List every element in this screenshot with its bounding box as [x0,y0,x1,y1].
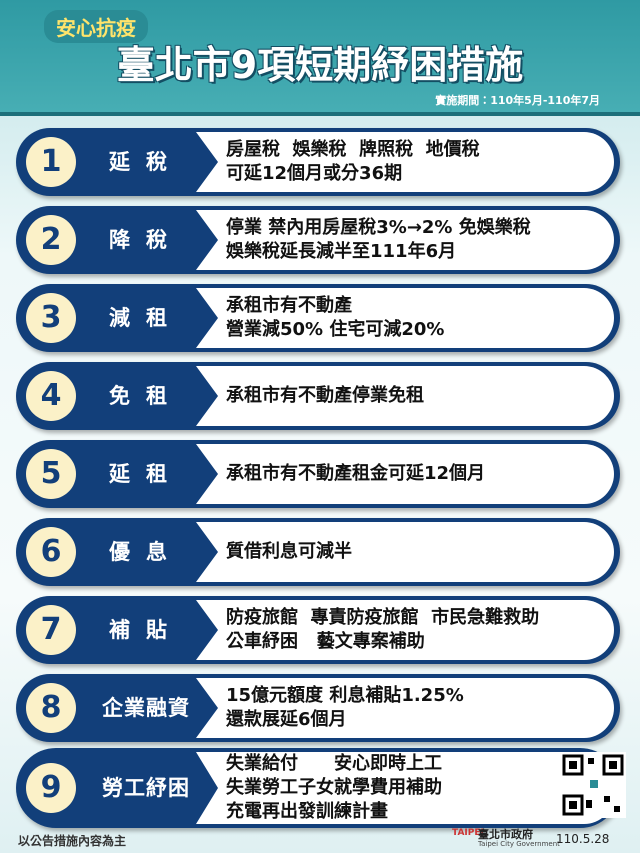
item-text: 公車紓困 藝文專案補助 [226,631,425,652]
item-panel: 停業 禁內用房屋稅3%→2% 免娛樂稅 娛樂稅延長減半至111年6月 [196,210,614,270]
item-label: 延租 [109,462,183,486]
item-row: 8 企業融資 15億元額度 利息補貼1.25% 還款展延6個月 [16,674,620,742]
item-text: 停業 禁內用房屋稅3%→2% 免娛樂稅 [226,217,531,238]
item-label: 延稅 [109,150,183,174]
item-label: 勞工紓困 [102,776,190,800]
item-row: 3 減租 承租市有不動產 營業減50% 住宅可減20% [16,284,620,352]
item-text: 15億元額度 利息補貼1.25% [226,685,464,706]
item-panel: 失業給付 安心即時上工 失業勞工子女就學費用補助 充電再出發訓練計畫 [196,752,614,824]
item-text: 承租市有不動產租金可延12個月 [226,463,486,484]
item-text: 質借利息可減半 [226,541,352,562]
item-label: 企業融資 [102,696,190,720]
item-text: 承租市有不動產 [226,295,352,316]
item-row: 7 補貼 防疫旅館 專責防疫旅館 市民急難救助 公車紓困 藝文專案補助 [16,596,620,664]
item-number: 7 [26,605,76,655]
item-text: 承租市有不動產停業免租 [226,385,424,406]
item-text: 充電再出發訓練計畫 [226,801,388,822]
item-label: 降稅 [109,228,183,252]
item-text: 失業給付 安心即時上工 [226,753,442,774]
item-row: 9 勞工紓困 失業給付 安心即時上工 失業勞工子女就學費用補助 充電再出發訓練計畫 [16,748,620,828]
item-number: 3 [26,293,76,343]
date: 110.5.28 [556,832,610,846]
item-panel: 質借利息可減半 [196,522,614,582]
item-row: 6 優息 質借利息可減半 [16,518,620,586]
item-text: 營業減50% 住宅可減20% [226,319,445,340]
item-label: 減租 [109,306,183,330]
footer-note: 以公告措施內容為主 [18,834,127,848]
item-panel: 15億元額度 利息補貼1.25% 還款展延6個月 [196,678,614,738]
title: 臺北市9項短期紓困措施 [116,43,524,87]
item-panel: 防疫旅館 專責防疫旅館 市民急難救助 公車紓困 藝文專案補助 [196,600,614,660]
item-panel: 承租市有不動產停業免租 [196,366,614,426]
item-row: 4 免租 承租市有不動產停業免租 [16,362,620,430]
item-text: 還款展延6個月 [226,709,347,730]
qr-code [560,752,626,818]
item-panel: 承租市有不動產租金可延12個月 [196,444,614,504]
org-name: 臺北市政府 [478,828,533,841]
item-number: 2 [26,215,76,265]
item-row: 5 延租 承租市有不動產租金可延12個月 [16,440,620,508]
item-label: 優息 [109,540,183,564]
item-text: 失業勞工子女就學費用補助 [226,777,442,798]
item-number: 8 [26,683,76,733]
item-text: 房屋稅 娛樂稅 牌照稅 地價稅 [226,139,480,160]
item-label: 補貼 [109,618,183,642]
item-number: 4 [26,371,76,421]
period: 實施期間：110年5月-110年7月 [435,94,600,107]
item-row: 2 降稅 停業 禁內用房屋稅3%→2% 免娛樂稅 娛樂稅延長減半至111年6月 [16,206,620,274]
logo-text: TAIPEI [452,828,484,838]
item-label: 免租 [109,384,183,408]
item-panel: 承租市有不動產營業減50% 住宅可減20% [196,288,614,348]
item-row: 1 延稅 房屋稅 娛樂稅 牌照稅 地價稅 可延12個月或分36期 [16,128,620,196]
item-text: 娛樂稅延長減半至111年6月 [226,241,457,262]
item-text: 防疫旅館 專責防疫旅館 市民急難救助 [226,607,540,628]
item-number: 1 [26,137,76,187]
item-panel: 房屋稅 娛樂稅 牌照稅 地價稅 可延12個月或分36期 [196,132,614,192]
item-number: 5 [26,449,76,499]
header: 安心抗疫 臺北市9項短期紓困措施 實施期間：110年5月-110年7月 [0,0,640,116]
item-number: 6 [26,527,76,577]
item-number: 9 [26,763,76,813]
item-text: 可延12個月或分36期 [226,163,403,184]
org-name-en: Taipei City Government [478,840,560,848]
subtitle: 安心抗疫 [44,10,148,43]
